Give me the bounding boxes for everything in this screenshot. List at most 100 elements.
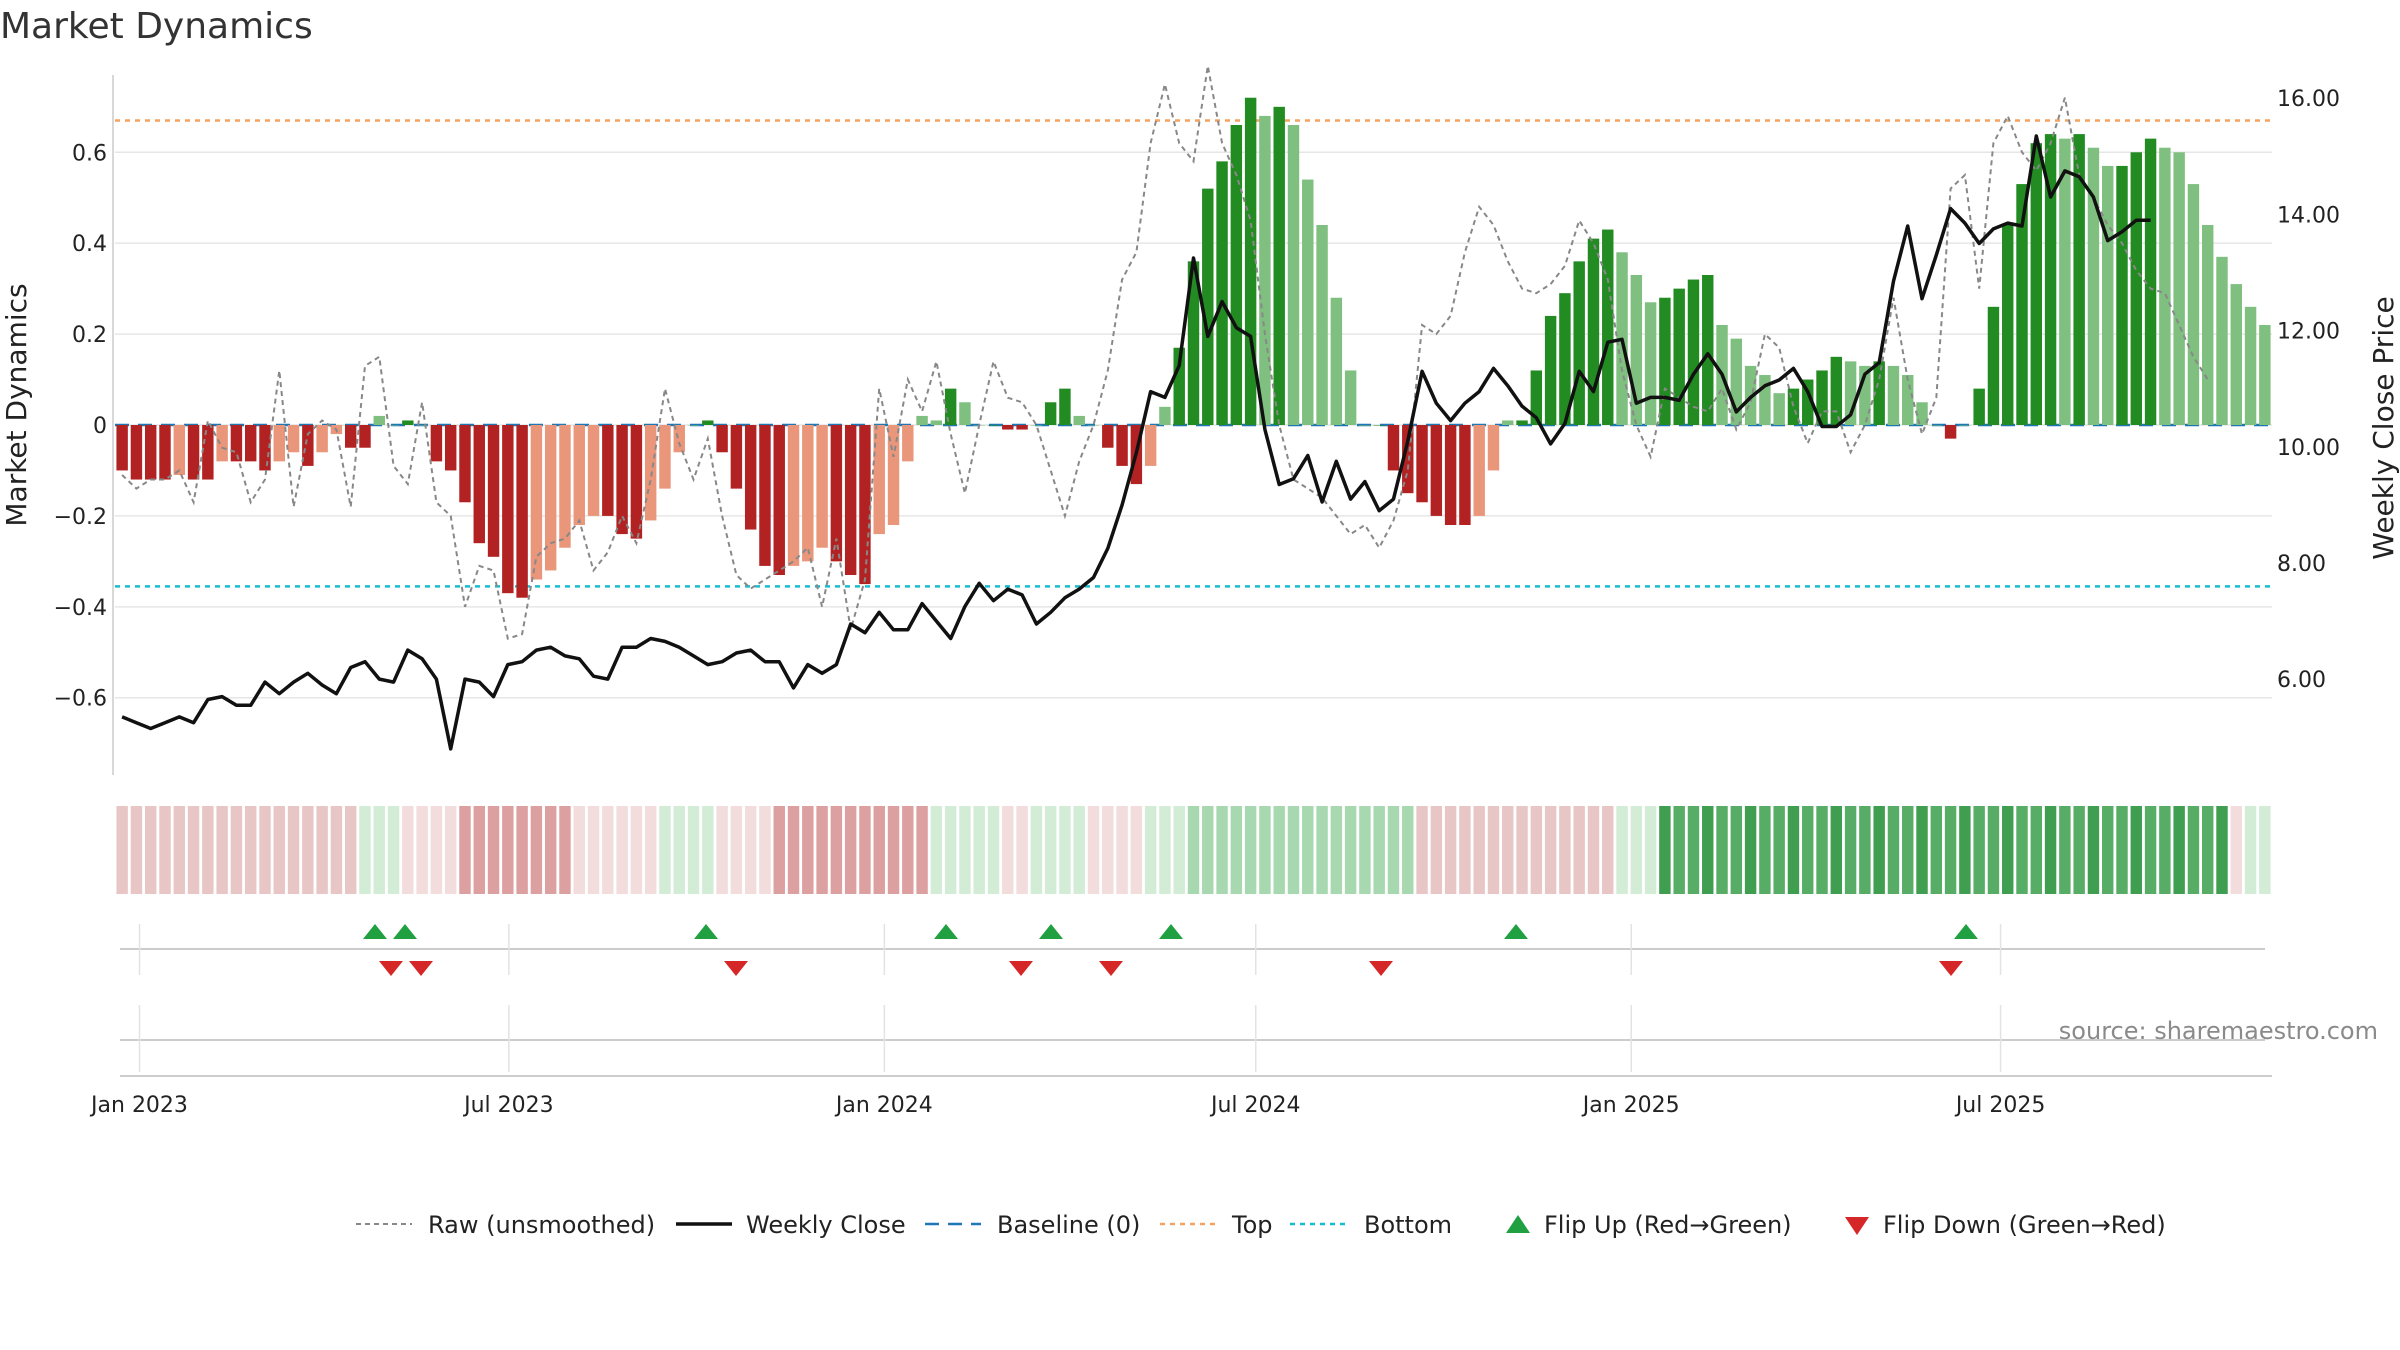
bar <box>1673 288 1685 425</box>
y2-tick-label: 8.00 <box>2277 552 2326 577</box>
y-tick-label: 0.4 <box>72 232 107 257</box>
state-cell <box>1387 806 1400 894</box>
bar <box>644 425 657 521</box>
state-cell <box>1987 806 2000 894</box>
state-cell <box>387 806 400 894</box>
bar <box>487 425 500 557</box>
bar <box>630 425 643 539</box>
state-cell <box>173 806 185 894</box>
y2-tick-label: 10.00 <box>2277 436 2340 461</box>
state-cell <box>887 806 900 894</box>
state-cell <box>216 806 228 894</box>
legend-label: Weekly Close <box>746 1211 906 1239</box>
state-cell <box>2144 806 2157 894</box>
state-cell <box>1102 806 1114 894</box>
y2-tick-label: 14.00 <box>2277 203 2340 228</box>
bar <box>844 425 857 575</box>
state-cell <box>1473 806 1485 894</box>
bar <box>859 425 871 585</box>
flip-down-marker <box>379 961 403 976</box>
state-cell <box>1959 806 1971 894</box>
y-tick-label: −0.4 <box>54 596 107 621</box>
bar <box>1202 188 1214 425</box>
state-cell <box>830 806 843 894</box>
state-cell <box>944 806 957 894</box>
bar <box>1259 115 1271 425</box>
bar <box>1387 425 1400 471</box>
state-cell <box>444 806 457 894</box>
bar <box>1544 315 1557 425</box>
state-cell <box>1944 806 1957 894</box>
x-tick-label: Jul 2024 <box>1209 1093 1301 1118</box>
flip-up-marker <box>393 924 417 939</box>
bar <box>930 420 943 425</box>
state-cell <box>1802 806 1814 894</box>
x-tick-label: Jan 2023 <box>89 1093 188 1118</box>
y-tick-label: 0 <box>93 414 107 439</box>
bar <box>1802 379 1814 425</box>
bar <box>459 425 471 503</box>
state-cell <box>1887 806 1900 894</box>
axes-group: 0.6 0.4 0.2 0 −0.2 −0.4 −0.6 16.00 14.00 12.00 10.… <box>0 75 2400 1118</box>
state-cell <box>1273 806 1285 894</box>
state-cell <box>687 806 700 894</box>
bar <box>1302 179 1314 425</box>
bar <box>1573 261 1585 425</box>
state-cell <box>1344 806 1357 894</box>
legend-label: Flip Down (Green→Red) <box>1883 1211 2166 1239</box>
state-cell <box>416 806 428 894</box>
state-strip <box>116 806 2271 894</box>
bar <box>587 425 600 516</box>
state-cell <box>730 806 743 894</box>
flip-down-marker <box>1939 961 1963 976</box>
state-cell <box>2173 806 2185 894</box>
state-cell <box>1973 806 1985 894</box>
state-cell <box>630 806 643 894</box>
bar <box>1430 425 1443 516</box>
bar <box>887 425 900 525</box>
bar <box>1759 375 1771 425</box>
flip-up-marker <box>1504 924 1528 939</box>
bar <box>1830 356 1843 425</box>
state-cell <box>873 806 885 894</box>
bar <box>1973 388 1985 425</box>
bar <box>1487 425 1500 471</box>
bar <box>1630 275 1643 425</box>
legend-swatch-flip-up <box>1506 1215 1530 1233</box>
bar <box>1044 402 1057 425</box>
bar <box>430 425 443 462</box>
state-cell <box>2116 806 2128 894</box>
bar <box>916 415 928 425</box>
state-cell <box>2087 806 2100 894</box>
y-axis-label: Market Dynamics <box>0 283 33 526</box>
state-cell <box>1502 806 1514 894</box>
state-cell <box>1687 806 1700 894</box>
state-cell <box>973 806 985 894</box>
state-cell <box>144 806 157 894</box>
bar <box>173 425 185 475</box>
bar <box>1473 425 1485 516</box>
flip-up-marker <box>694 924 718 939</box>
state-cell <box>359 806 371 894</box>
bar <box>1859 365 1871 425</box>
bar <box>1444 425 1457 525</box>
bar <box>1416 425 1428 503</box>
bar <box>516 425 528 598</box>
bar <box>802 425 814 562</box>
bar <box>1059 388 1071 425</box>
bar <box>1530 370 1543 425</box>
state-cell <box>1587 806 1600 894</box>
bar <box>559 425 571 548</box>
bar <box>116 425 128 471</box>
flip-up-marker <box>363 924 387 939</box>
state-cell <box>1002 806 1014 894</box>
state-cell <box>516 806 528 894</box>
state-cell <box>487 806 500 894</box>
state-cell <box>316 806 328 894</box>
bar <box>816 425 828 548</box>
flip-down-marker <box>1369 961 1393 976</box>
state-cell <box>1444 806 1457 894</box>
flip-up-marker <box>1954 924 1978 939</box>
bar <box>1016 425 1028 430</box>
